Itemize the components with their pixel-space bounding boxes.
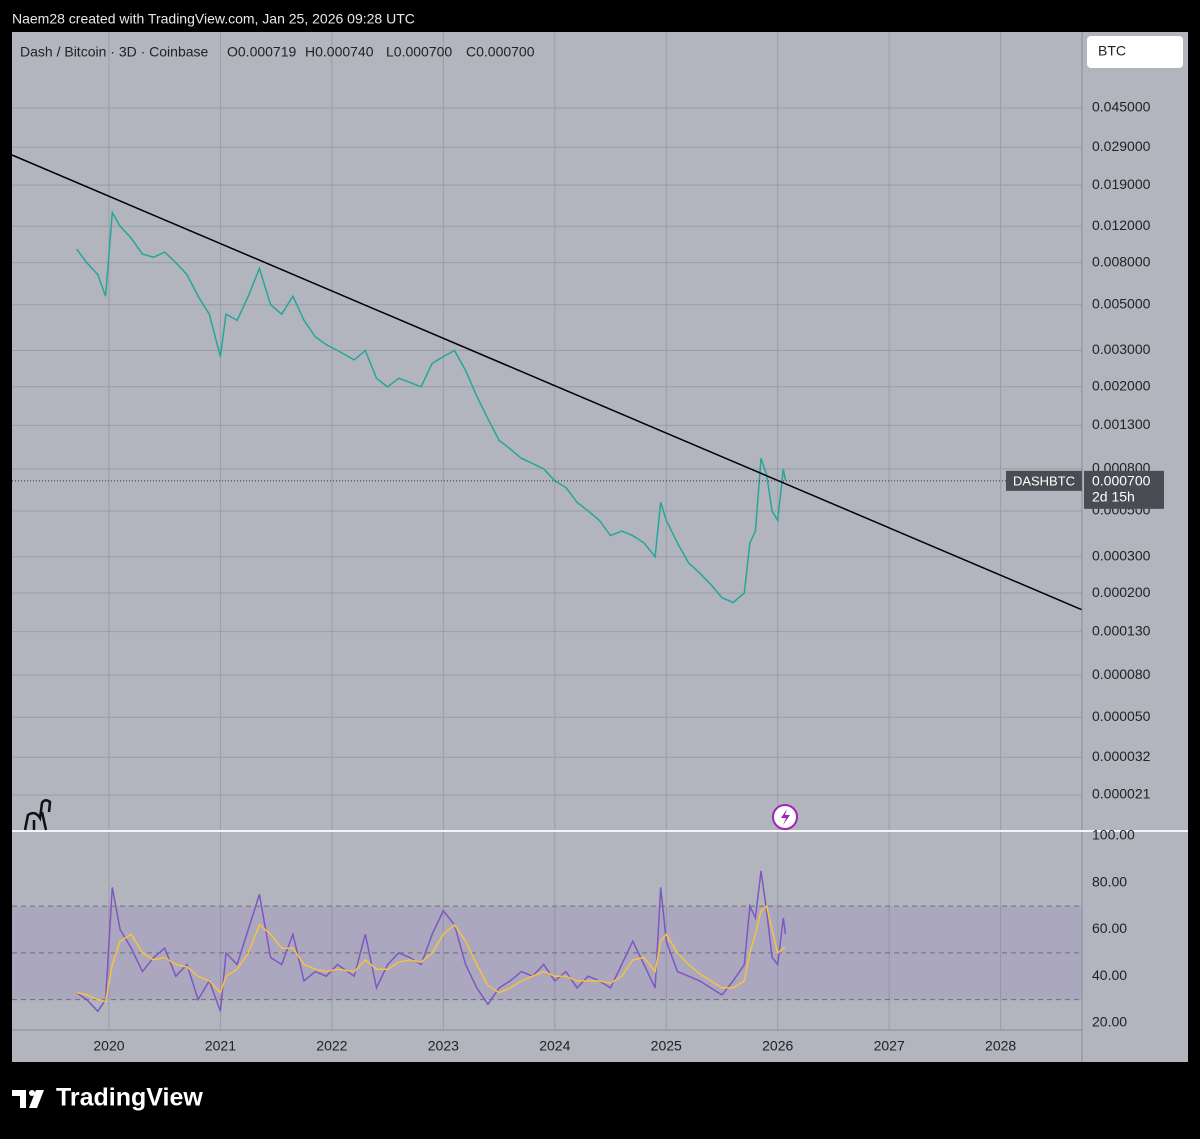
price-tag-value: 0.000700 [1092, 473, 1151, 489]
x-tick-label: 2020 [93, 1038, 124, 1054]
alert-icon[interactable] [772, 804, 798, 830]
logo-mark [29, 1090, 44, 1108]
y-tick-label: 20.00 [1092, 1014, 1127, 1030]
logo-dot [29, 1090, 35, 1096]
y-tick-label: 60.00 [1092, 920, 1127, 936]
price-line [75, 209, 787, 604]
price-tag-countdown: 2d 15h [1092, 489, 1135, 505]
currency-label[interactable]: BTC [1098, 43, 1126, 59]
y-tick-label: 0.000300 [1092, 547, 1151, 563]
currency-button[interactable] [1087, 36, 1183, 68]
y-tick-label: 0.008000 [1092, 253, 1151, 269]
logo-mark [12, 1090, 26, 1108]
x-tick-label: 2022 [316, 1038, 347, 1054]
x-tick-label: 2025 [651, 1038, 682, 1054]
dino-icon [23, 799, 52, 831]
y-tick-label: 0.000200 [1092, 584, 1151, 600]
y-tick-label: 0.012000 [1092, 217, 1151, 233]
ohlc-value: H0.000740 [305, 44, 374, 60]
y-tick-label: 0.003000 [1092, 341, 1151, 357]
y-tick-label: 0.045000 [1092, 99, 1151, 115]
alert-bolt[interactable] [781, 809, 790, 825]
y-tick-label: 0.000032 [1092, 748, 1151, 764]
grid [12, 32, 1082, 1030]
footer-logo [12, 1090, 44, 1108]
x-tick-label: 2021 [205, 1038, 236, 1054]
ohlc-value: C0.000700 [466, 44, 535, 60]
y-tick-label: 0.005000 [1092, 295, 1151, 311]
y-tick-label: 0.000080 [1092, 666, 1151, 682]
symbol-legend: Dash / Bitcoin · 3D · Coinbase [20, 44, 209, 60]
y-tick-label: 0.000130 [1092, 622, 1151, 638]
y-tick-label: 40.00 [1092, 967, 1127, 983]
symbol-tag [1006, 470, 1082, 491]
y-tick-label: 0.000021 [1092, 786, 1151, 802]
dino-shape [23, 799, 52, 831]
trendline [11, 154, 1083, 611]
rsi-line [76, 904, 786, 1003]
y-tick-label: 100.00 [1092, 827, 1135, 843]
x-tick-label: 2023 [428, 1038, 459, 1054]
y-tick-label: 0.029000 [1092, 138, 1151, 154]
x-tick-label: 2028 [985, 1038, 1016, 1054]
plot [11, 154, 1083, 1013]
chart-panel [12, 32, 1188, 1062]
ohlc-value: L0.000700 [386, 44, 452, 60]
y-tick-label: 0.002000 [1092, 378, 1151, 394]
footer-brand: TradingView [56, 1084, 203, 1112]
y-tick-label: 0.019000 [1092, 176, 1151, 192]
price-tag [1084, 470, 1164, 509]
y-tick-label: 0.001300 [1092, 416, 1151, 432]
x-tick-label: 2024 [539, 1038, 570, 1054]
y-tick-label: 0.000050 [1092, 708, 1151, 724]
ohlc-value: O0.000719 [227, 44, 296, 60]
x-tick-label: 2027 [874, 1038, 905, 1054]
header: Naem28 created with TradingView.com, Jan… [12, 11, 415, 27]
y-tick-label: 80.00 [1092, 873, 1127, 889]
symbol-tag-text: DASHBTC [1013, 473, 1075, 488]
x-tick-label: 2026 [762, 1038, 793, 1054]
